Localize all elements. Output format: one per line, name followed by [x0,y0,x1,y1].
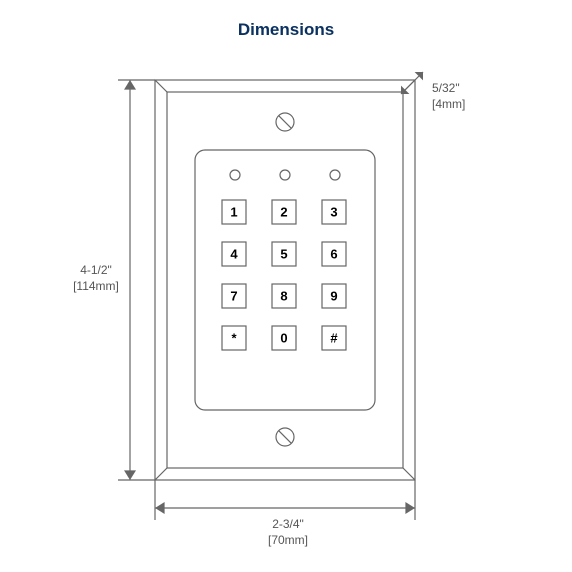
svg-text:7: 7 [230,289,237,304]
svg-text:#: # [330,331,338,346]
svg-text:8: 8 [280,289,287,304]
svg-text:3: 3 [330,205,337,220]
svg-text:0: 0 [280,331,287,346]
svg-text:2: 2 [280,205,287,220]
svg-text:*: * [231,331,237,346]
svg-text:1: 1 [230,205,237,220]
svg-text:4: 4 [230,247,238,262]
svg-text:5: 5 [280,247,287,262]
dimension-drawing: 1 2 3 4 5 6 7 8 9 * 0 # [0,0,572,572]
svg-text:9: 9 [330,289,337,304]
svg-text:6: 6 [330,247,337,262]
